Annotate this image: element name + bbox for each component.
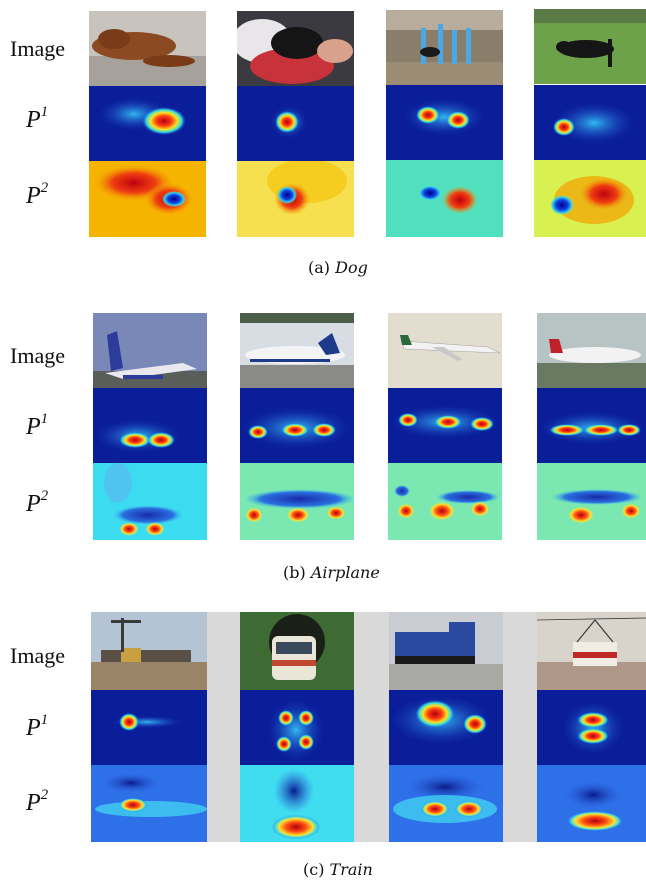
- p-letter: P: [26, 715, 41, 741]
- airplane-p1-map-2: [240, 388, 354, 463]
- background-band: [354, 612, 389, 842]
- caption-train: (c) Train: [303, 860, 373, 879]
- airplane-p2-map-1: [93, 463, 207, 540]
- background-band: [207, 612, 240, 842]
- caption-prefix: (c): [303, 860, 325, 879]
- train-photo-4: [537, 612, 646, 690]
- train-p1-map-1: [91, 690, 207, 765]
- row-label-p1-c: P1: [26, 712, 49, 742]
- row-label-p1-a: P1: [26, 104, 49, 134]
- train-p2-map-1: [91, 765, 207, 842]
- airplane-p2-map-2: [240, 463, 354, 540]
- dog-photo-4: [534, 9, 646, 84]
- dog-photo-1: [89, 11, 206, 86]
- caption-name: Airplane: [310, 563, 380, 582]
- p-letter: P: [26, 790, 41, 816]
- row-label-image-c: Image: [10, 643, 65, 668]
- p-letter: P: [26, 491, 41, 517]
- train-photo-1: [91, 612, 207, 690]
- airplane-p1-map-4: [537, 388, 646, 463]
- caption-dog: (a) Dog: [308, 258, 368, 277]
- row-label-p2-b: P2: [26, 488, 49, 518]
- train-photo-3: [389, 612, 503, 690]
- train-photo-2: [240, 612, 354, 690]
- superscript: 2: [40, 787, 49, 803]
- superscript: 1: [40, 411, 49, 427]
- airplane-photo-4: [537, 313, 646, 388]
- row-label-p2-c: P2: [26, 787, 49, 817]
- airplane-p2-map-4: [537, 463, 646, 540]
- airplane-photo-1: [93, 313, 207, 388]
- train-p2-map-3: [389, 765, 503, 842]
- caption-prefix: (b): [283, 563, 306, 582]
- dog-p2-map-4: [534, 160, 646, 237]
- superscript: 1: [40, 712, 49, 728]
- caption-name: Dog: [335, 258, 368, 277]
- train-p1-map-4: [537, 690, 646, 765]
- airplane-photo-3: [388, 313, 502, 388]
- train-p2-map-4: [537, 765, 646, 842]
- airplane-photo-2: [240, 313, 354, 388]
- dog-p2-map-3: [386, 160, 503, 237]
- dog-photo-3: [386, 10, 503, 85]
- dog-p2-map-2: [237, 161, 354, 237]
- caption-airplane: (b) Airplane: [283, 563, 380, 582]
- p-letter: P: [26, 414, 41, 440]
- dog-p2-map-1: [89, 161, 206, 237]
- train-p1-map-2: [240, 690, 354, 765]
- caption-prefix: (a): [308, 258, 331, 277]
- train-p1-map-3: [389, 690, 503, 765]
- p-letter: P: [26, 107, 41, 133]
- airplane-p1-map-1: [93, 388, 207, 463]
- superscript: 1: [40, 104, 49, 120]
- dog-p1-map-3: [386, 85, 503, 160]
- row-label-image-a: Image: [10, 36, 65, 61]
- dog-p1-map-2: [237, 86, 354, 161]
- superscript: 2: [40, 488, 49, 504]
- p-letter: P: [26, 183, 41, 209]
- caption-name: Train: [329, 860, 373, 879]
- row-label-p2-a: P2: [26, 180, 49, 210]
- airplane-p2-map-3: [388, 463, 502, 540]
- train-p2-map-2: [240, 765, 354, 842]
- row-label-p1-b: P1: [26, 411, 49, 441]
- dog-photo-2: [237, 11, 354, 86]
- dog-p1-map-4: [534, 85, 646, 160]
- airplane-p1-map-3: [388, 388, 502, 463]
- row-label-image-b: Image: [10, 343, 65, 368]
- superscript: 2: [40, 180, 49, 196]
- background-band: [503, 612, 537, 842]
- dog-p1-map-1: [89, 86, 206, 161]
